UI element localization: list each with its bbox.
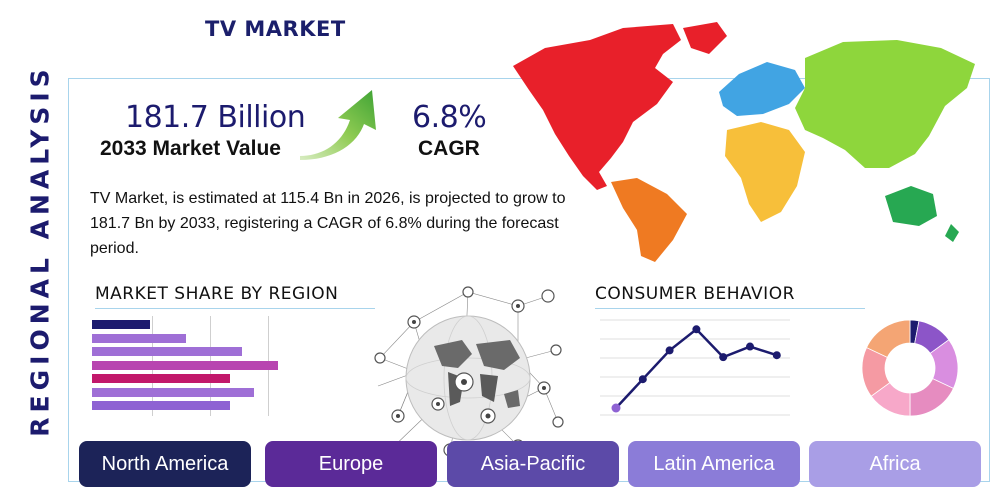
market-share-bar <box>92 374 230 383</box>
market-share-bar <box>92 320 150 329</box>
europe-region <box>719 62 805 116</box>
market-share-bar <box>92 347 242 356</box>
line-chart-point <box>665 346 674 355</box>
region-tab-latin-america[interactable]: Latin America <box>628 441 800 487</box>
page-title: TV MARKET <box>205 17 346 41</box>
market-share-title: MARKET SHARE BY REGION <box>95 284 375 309</box>
asia-region <box>795 40 975 168</box>
market-share-bar-chart <box>90 316 300 416</box>
market-share-bar <box>92 387 254 397</box>
market-share-bar <box>92 360 278 370</box>
world-map <box>513 22 975 262</box>
line-chart-point <box>772 351 781 360</box>
vertical-title-text: REGIONAL ANALYSIS <box>25 63 55 437</box>
region-tab-asia-pacific[interactable]: Asia-Pacific <box>447 441 619 487</box>
oceania-region <box>885 186 937 226</box>
cagr-label: CAGR <box>418 137 480 160</box>
market-description: TV Market, is estimated at 115.4 Bn in 2… <box>90 190 566 257</box>
vertical-title: REGIONAL ANALYSIS <box>22 64 58 436</box>
growth-arrow-icon <box>300 90 376 160</box>
region-tab-north-america[interactable]: North America <box>79 441 251 487</box>
donut-slice <box>866 319 911 358</box>
line-chart-point <box>611 403 621 413</box>
market-share-bar <box>92 333 186 343</box>
consumer-behavior-line-chart <box>600 319 790 416</box>
greenland-region <box>683 22 727 54</box>
globe-network-graphic <box>374 286 564 458</box>
line-chart-point <box>746 342 754 351</box>
market-value-label: 2033 Market Value <box>100 137 281 160</box>
new-zealand-region <box>945 224 959 242</box>
consumer-behavior-title: CONSUMER BEHAVIOR <box>595 284 865 309</box>
market-value: 181.7 Billion <box>125 100 306 135</box>
region-tab-europe[interactable]: Europe <box>265 441 437 487</box>
market-share-bar <box>92 401 230 410</box>
north-america-region <box>513 24 681 190</box>
line-chart-point <box>692 325 701 334</box>
line-chart-point <box>638 375 647 384</box>
africa-region <box>725 122 805 222</box>
line-chart-point <box>719 353 728 362</box>
cagr-value: 6.8% <box>412 100 487 135</box>
region-tab-africa[interactable]: Africa <box>809 441 981 487</box>
south-america-region <box>611 178 687 262</box>
consumer-behavior-donut-chart <box>861 319 959 417</box>
